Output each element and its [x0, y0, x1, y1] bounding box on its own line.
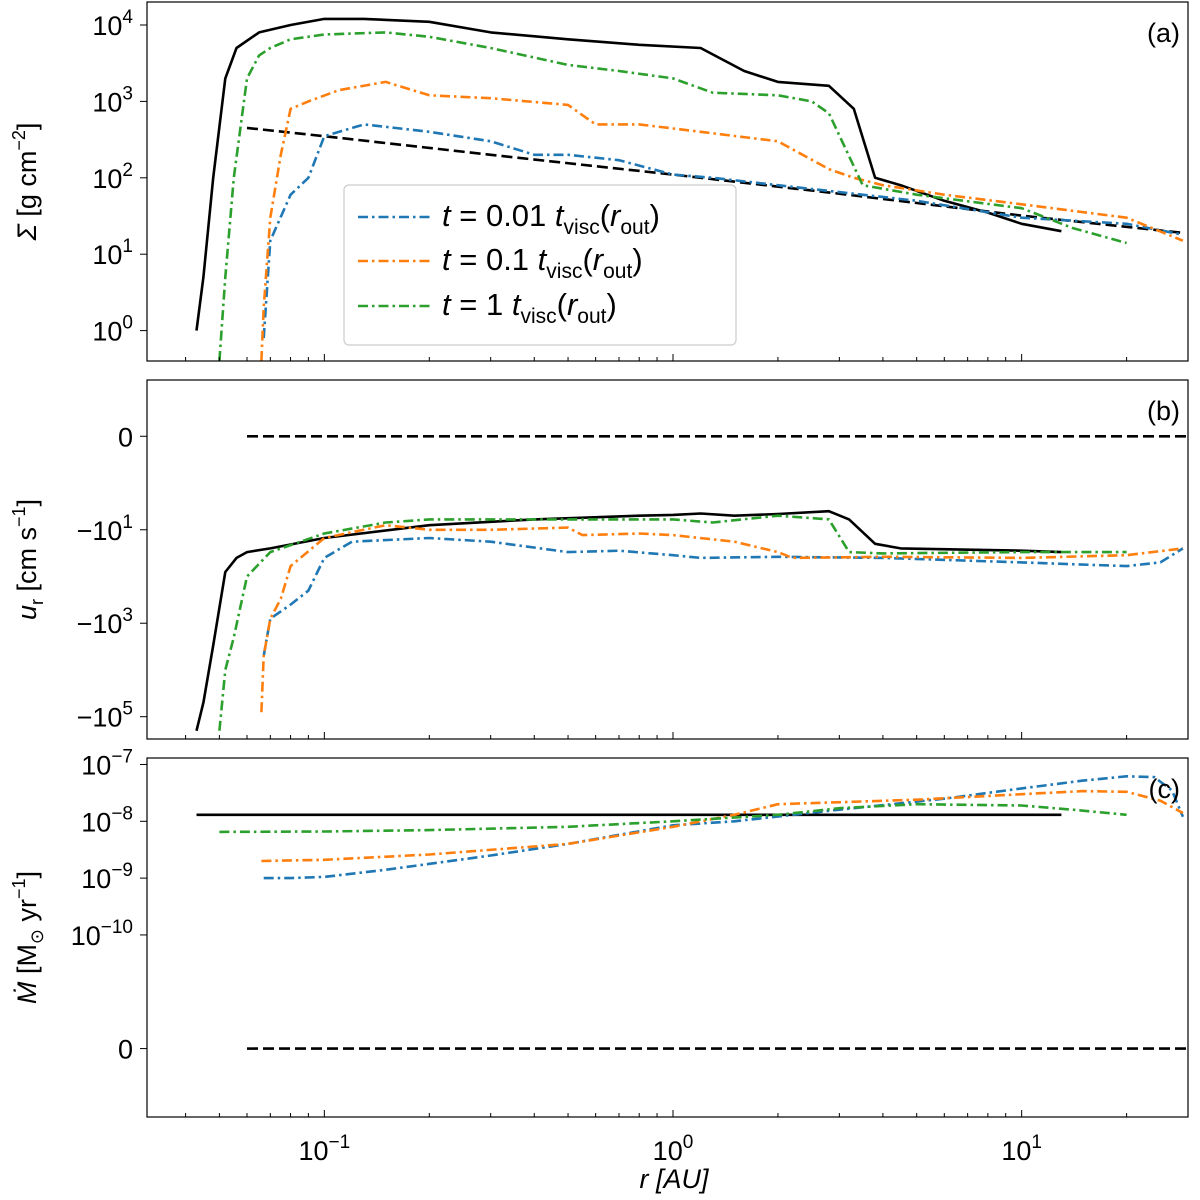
legend: t = 0.01 tvisc(rout)t = 0.1 tvisc(rout)t… — [343, 184, 737, 346]
panel-c: 10−1 100 101 0 10−10 10−9 10−8 10−7 Ṁ [M⊙ yr−1] (… — [9, 746, 1189, 1166]
panel-label: (b) — [1147, 396, 1180, 426]
axes-frame — [146, 757, 1189, 1118]
series-line-steady-state — [195, 17, 1062, 331]
legend-frame — [343, 184, 737, 346]
x-axis-label-text: r [AU] — [639, 1164, 710, 1194]
y-tick-label: −101 — [77, 512, 133, 546]
y-tick-label: 102 — [92, 160, 133, 194]
y-axis-label: ur [cm s−1] — [9, 499, 47, 620]
series-line-t-1-t-visc-r-out- — [218, 514, 1127, 731]
series-line-t-0-1-t-visc-r-out- — [261, 789, 1184, 863]
y-tick-label: 10−8 — [81, 803, 133, 837]
panel-label: (c) — [1149, 774, 1180, 804]
series-line-t-1-t-visc-r-out- — [218, 31, 1127, 361]
x-tick-label: 100 — [653, 1132, 694, 1166]
series-line-t-0-01-t-visc-r-out- — [263, 775, 1185, 880]
y-axis-label: Σ [g cm−2] — [9, 123, 42, 242]
axes-frame — [146, 1, 1189, 362]
legend-entry: t = 0.01 tvisc(rout) — [442, 198, 660, 239]
y-tick-label: 100 — [92, 313, 133, 347]
panel-label: (a) — [1147, 18, 1180, 48]
y-tick-label: 0 — [118, 422, 133, 452]
series-line-steady-state — [195, 509, 1062, 732]
y-tick-label: −103 — [77, 605, 133, 639]
y-tick-label: 101 — [92, 236, 133, 270]
y-axis-label: Ṁ [M⊙ yr−1] — [9, 871, 47, 1004]
x-tick-label: 101 — [1001, 1132, 1042, 1166]
series-line-t-0-01-t-visc-r-out- — [262, 123, 1184, 339]
panel-a: 100 101 102 103 104 Σ [g cm−2] (a) — [9, 1, 1189, 362]
legend-entry: t = 1 tvisc(rout) — [442, 287, 617, 328]
x-axis-label: r [AU] — [639, 1164, 710, 1194]
series-line-t-0-01-t-visc-r-out- — [262, 536, 1184, 657]
y-tick-label: 10−9 — [81, 860, 133, 894]
series-line-t-0-1-t-visc-r-out- — [260, 80, 1184, 361]
legend-entry: t = 0.1 tvisc(rout) — [442, 242, 643, 283]
panel-b: 0 −101 −103 −105 ur [cm s−1] (b) — [9, 379, 1189, 740]
series-line-t-0-1-t-visc-r-out- — [260, 523, 1184, 713]
y-tick-label: 0 — [118, 1035, 133, 1065]
x-tick-label: 10−1 — [298, 1132, 350, 1166]
axes-frame — [146, 379, 1189, 740]
y-tick-label: 104 — [92, 7, 133, 41]
y-tick-label: −105 — [77, 699, 133, 733]
y-tick-label: 10−10 — [71, 917, 133, 951]
series-line-t-1-t-visc-r-out- — [219, 802, 1127, 834]
y-tick-label: 103 — [92, 83, 133, 117]
y-tick-label: 10−7 — [81, 746, 133, 780]
